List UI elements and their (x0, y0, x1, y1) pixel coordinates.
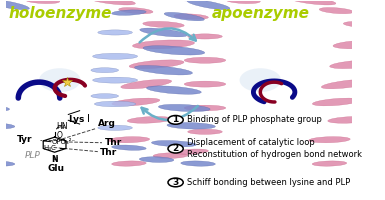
Text: apoenzyme: apoenzyme (211, 6, 309, 21)
Ellipse shape (321, 79, 372, 89)
Ellipse shape (375, 149, 385, 154)
Ellipse shape (0, 104, 10, 112)
Ellipse shape (93, 77, 137, 83)
Ellipse shape (108, 137, 150, 143)
Ellipse shape (139, 157, 174, 162)
Ellipse shape (184, 105, 226, 111)
Ellipse shape (354, 153, 385, 158)
Ellipse shape (143, 21, 184, 28)
Ellipse shape (312, 98, 360, 106)
Ellipse shape (132, 40, 194, 49)
Ellipse shape (112, 98, 160, 106)
Ellipse shape (94, 101, 136, 107)
Ellipse shape (239, 68, 281, 92)
Ellipse shape (91, 68, 119, 73)
Ellipse shape (112, 10, 146, 15)
Text: N: N (51, 155, 58, 164)
Text: 3: 3 (172, 178, 179, 187)
Text: +: + (60, 125, 65, 130)
Ellipse shape (184, 81, 226, 87)
Ellipse shape (119, 8, 153, 14)
Text: Thr: Thr (105, 138, 122, 147)
Ellipse shape (112, 161, 146, 166)
Circle shape (168, 144, 183, 153)
Ellipse shape (98, 30, 132, 35)
Ellipse shape (181, 161, 215, 166)
Ellipse shape (0, 12, 4, 21)
Text: Lys: Lys (69, 115, 85, 124)
Ellipse shape (134, 65, 192, 75)
Ellipse shape (140, 28, 187, 37)
Ellipse shape (158, 104, 210, 112)
Ellipse shape (188, 34, 222, 39)
Ellipse shape (151, 141, 196, 147)
Ellipse shape (174, 149, 208, 154)
Ellipse shape (319, 8, 353, 14)
Ellipse shape (88, 0, 136, 5)
Text: Glu: Glu (47, 164, 64, 173)
Circle shape (168, 178, 183, 187)
Ellipse shape (25, 0, 60, 4)
Ellipse shape (288, 0, 336, 5)
Text: OPO₃²⁻: OPO₃²⁻ (52, 139, 76, 145)
Ellipse shape (98, 125, 132, 130)
Ellipse shape (174, 14, 208, 19)
Text: O: O (57, 131, 62, 140)
Text: HN: HN (56, 122, 67, 131)
Ellipse shape (309, 137, 350, 143)
Ellipse shape (129, 60, 184, 69)
Ellipse shape (0, 46, 4, 55)
Ellipse shape (121, 79, 172, 89)
Ellipse shape (167, 123, 215, 129)
Ellipse shape (184, 57, 226, 63)
Ellipse shape (0, 161, 15, 166)
Ellipse shape (226, 0, 260, 4)
Ellipse shape (143, 46, 205, 55)
Ellipse shape (93, 53, 137, 59)
Ellipse shape (39, 68, 80, 92)
Text: PLP: PLP (24, 151, 40, 160)
Ellipse shape (0, 0, 29, 10)
Ellipse shape (91, 94, 119, 98)
Ellipse shape (333, 40, 385, 49)
Ellipse shape (330, 60, 385, 69)
Ellipse shape (187, 0, 230, 10)
Text: Schiff bonding between lysine and PLP: Schiff bonding between lysine and PLP (187, 178, 350, 187)
Text: H₃C: H₃C (44, 145, 56, 151)
Circle shape (168, 115, 183, 124)
Ellipse shape (375, 14, 385, 19)
Ellipse shape (153, 153, 188, 158)
Ellipse shape (157, 0, 190, 1)
Text: 1: 1 (172, 115, 179, 124)
Text: Tyr: Tyr (17, 135, 32, 144)
Ellipse shape (146, 86, 201, 94)
Text: Binding of PLP phosphate group: Binding of PLP phosphate group (187, 115, 321, 124)
Text: Displacement of catalytic loop
Reconstitution of hydrogen bond network: Displacement of catalytic loop Reconstit… (187, 138, 362, 159)
Ellipse shape (328, 117, 373, 123)
Ellipse shape (164, 12, 204, 21)
Text: Thr: Thr (100, 148, 117, 157)
Text: 2: 2 (172, 144, 179, 153)
Ellipse shape (188, 129, 222, 134)
Text: H: H (52, 157, 57, 163)
Ellipse shape (112, 145, 146, 150)
Ellipse shape (0, 86, 1, 94)
Ellipse shape (343, 21, 385, 28)
Ellipse shape (312, 161, 347, 166)
Text: holoenzyme: holoenzyme (8, 6, 112, 21)
Ellipse shape (127, 117, 172, 123)
Text: Arg: Arg (98, 119, 116, 128)
Ellipse shape (0, 123, 15, 129)
